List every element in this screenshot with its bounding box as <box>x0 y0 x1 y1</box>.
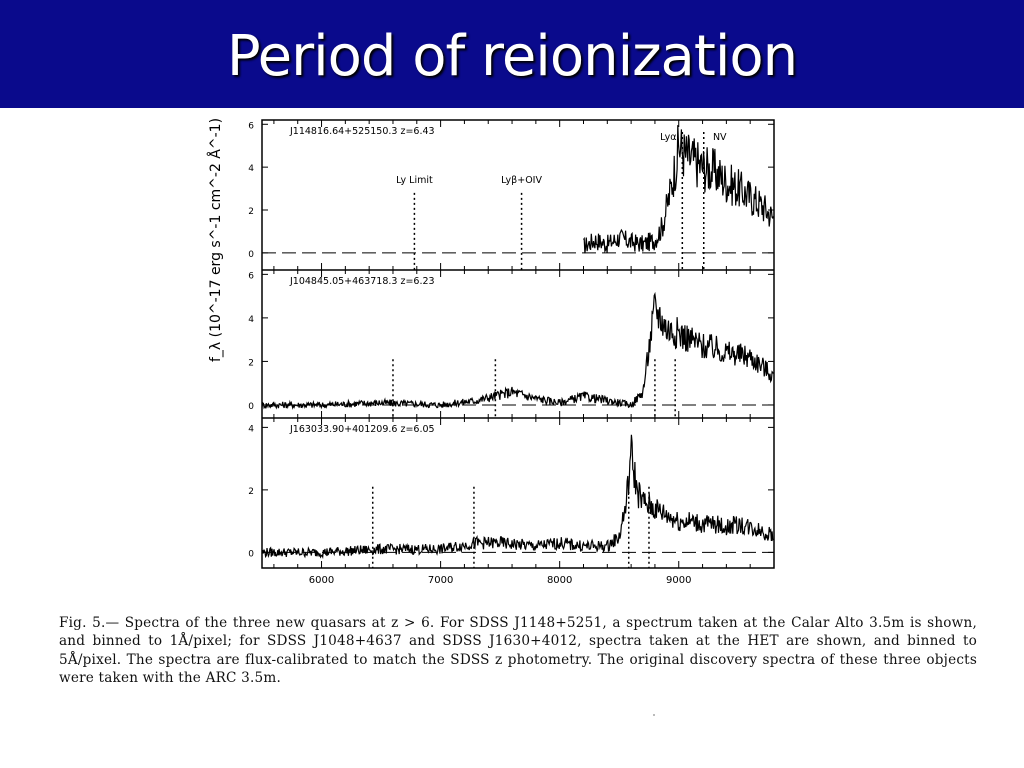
speck <box>653 714 655 716</box>
y-tick-label: 0 <box>248 250 254 260</box>
spectrum-line <box>261 434 774 560</box>
y-tick-label: 2 <box>248 487 254 497</box>
x-axis: 6000 7000 8000 9000 <box>309 575 692 586</box>
spectrum-line <box>261 291 774 410</box>
feature-label: Lyα <box>660 132 676 143</box>
feature-label: NV <box>713 132 727 143</box>
x-tick-label: 9000 <box>666 575 691 586</box>
x-tick-label: 8000 <box>547 575 572 586</box>
y-tick-label: 4 <box>248 315 254 325</box>
y-tick-label: 0 <box>248 402 254 412</box>
plot-border <box>261 119 775 569</box>
y-tick-label: 6 <box>248 121 254 131</box>
feature-label: Lyβ+OIV <box>501 175 542 186</box>
spectrum-panel: 0 2 4 6 J114816.64+525150.3 z=6.43 Ly Limit Ly… <box>248 120 775 270</box>
spectrum-panel: 0 2 4 6 J104845.05+463718.3 z=6.23 <box>248 269 775 418</box>
y-tick-label: 4 <box>248 164 254 174</box>
y-axis-label: f_λ (10^-17 erg s^-1 cm^-2 Å^-1) <box>207 118 224 362</box>
y-tick-label: 4 <box>248 424 254 434</box>
slide-title: Period of reionization <box>226 24 798 89</box>
feature-label: Ly Limit <box>396 175 433 186</box>
x-tick-label: 6000 <box>309 575 334 586</box>
spectra-figure: 0 2 4 6 J114816.64+525150.3 z=6.43 Ly Limit Ly… <box>207 118 775 586</box>
y-tick-label: 0 <box>248 549 254 559</box>
title-bar: Period of reionization <box>0 0 1024 108</box>
y-tick-label: 2 <box>248 358 254 368</box>
plot-frame <box>261 119 775 569</box>
y-tick-label: 2 <box>248 207 254 217</box>
spectrum-panel: 0 2 4 J163033.90+401209.6 z=6.05 <box>248 417 775 568</box>
y-tick-label: 6 <box>248 271 254 281</box>
spectrum-line <box>583 125 775 254</box>
x-tick-label: 7000 <box>428 575 453 586</box>
spectrum-panels: 0 2 4 6 J114816.64+525150.3 z=6.43 Ly Limit Ly… <box>248 120 775 568</box>
figure-caption: Fig. 5.— Spectra of the three new quasar… <box>59 615 977 687</box>
panel-title: J163033.90+401209.6 z=6.05 <box>289 424 435 435</box>
panel-title: J104845.05+463718.3 z=6.23 <box>289 276 435 287</box>
panel-title: J114816.64+525150.3 z=6.43 <box>289 126 435 137</box>
